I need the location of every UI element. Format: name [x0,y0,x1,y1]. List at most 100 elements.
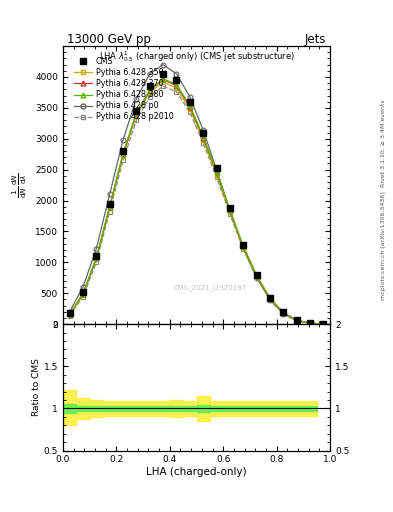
Pythia 6.428 p0 [268,297,272,303]
Line: Pythia 6.428 p0: Pythia 6.428 p0 [67,62,326,327]
Pythia 6.428 p2010 [201,140,206,146]
Text: Rivet 3.1.10, ≥ 3.4M events: Rivet 3.1.10, ≥ 3.4M events [381,99,386,187]
Line: Pythia 6.428 p2010: Pythia 6.428 p2010 [67,84,326,327]
Pythia 6.428 350 [214,172,219,178]
Pythia 6.428 380 [294,317,299,323]
CMS [94,253,99,259]
Pythia 6.428 p0 [147,71,152,77]
CMS [268,294,272,301]
Pythia 6.428 p2010 [147,94,152,100]
Pythia 6.428 370 [321,321,326,327]
Pythia 6.428 350 [187,106,192,112]
Pythia 6.428 370 [134,111,139,117]
Pythia 6.428 370 [268,295,272,301]
Pythia 6.428 380 [134,110,139,116]
CMS [281,309,286,315]
Pythia 6.428 350 [281,310,286,316]
Pythia 6.428 380 [201,133,206,139]
CMS [214,165,219,172]
Pythia 6.428 p2010 [254,274,259,280]
Pythia 6.428 380 [147,87,152,93]
Pythia 6.428 370 [214,169,219,175]
Pythia 6.428 370 [147,88,152,94]
Pythia 6.428 370 [228,207,232,214]
Pythia 6.428 350 [321,321,326,327]
Pythia 6.428 p0 [254,275,259,281]
Pythia 6.428 p0 [201,127,206,133]
Line: Pythia 6.428 380: Pythia 6.428 380 [67,76,326,327]
Pythia 6.428 p2010 [107,208,112,215]
Pythia 6.428 p2010 [321,321,326,327]
Pythia 6.428 380 [187,102,192,109]
Pythia 6.428 p2010 [241,246,246,252]
CMS [241,242,246,248]
CMS [161,71,165,77]
Pythia 6.428 p2010 [294,317,299,324]
Pythia 6.428 p2010 [134,117,139,123]
Pythia 6.428 380 [254,272,259,279]
Pythia 6.428 380 [241,243,246,249]
Pythia 6.428 350 [254,273,259,280]
Pythia 6.428 350 [308,320,312,326]
Pythia 6.428 p2010 [94,259,99,265]
Pythia 6.428 350 [134,112,139,118]
Pythia 6.428 350 [174,85,179,91]
Pythia 6.428 370 [161,76,165,82]
Line: CMS: CMS [67,71,326,327]
Line: Pythia 6.428 370: Pythia 6.428 370 [67,77,326,327]
Pythia 6.428 380 [268,295,272,301]
Pythia 6.428 350 [241,244,246,250]
Pythia 6.428 p0 [228,207,232,214]
Pythia 6.428 p0 [308,320,312,326]
Pythia 6.428 350 [94,256,99,262]
Pythia 6.428 370 [254,273,259,279]
Pythia 6.428 380 [321,321,326,327]
Pythia 6.428 p0 [241,245,246,251]
Pythia 6.428 350 [294,317,299,324]
Pythia 6.428 380 [281,310,286,316]
Pythia 6.428 350 [81,292,85,298]
Line: Pythia 6.428 350: Pythia 6.428 350 [67,79,326,327]
Text: CMS_2021_I1920187: CMS_2021_I1920187 [173,285,246,291]
Pythia 6.428 380 [94,255,99,261]
CMS [254,272,259,278]
CMS [107,201,112,207]
CMS [121,148,125,154]
Pythia 6.428 380 [174,81,179,88]
Pythia 6.428 380 [214,168,219,175]
Pythia 6.428 370 [308,320,312,326]
Legend: CMS, Pythia 6.428 350, Pythia 6.428 370, Pythia 6.428 380, Pythia 6.428 p0, Pyth: CMS, Pythia 6.428 350, Pythia 6.428 370,… [72,56,175,123]
X-axis label: LHA (charged-only): LHA (charged-only) [146,467,247,477]
Pythia 6.428 p2010 [121,157,125,163]
Pythia 6.428 350 [147,90,152,96]
Pythia 6.428 370 [94,255,99,261]
Pythia 6.428 380 [67,311,72,317]
Y-axis label: Ratio to CMS: Ratio to CMS [32,358,41,416]
Pythia 6.428 350 [161,79,165,85]
Pythia 6.428 p2010 [281,310,286,316]
CMS [187,99,192,105]
Pythia 6.428 370 [241,243,246,249]
Pythia 6.428 p2010 [187,109,192,115]
Pythia 6.428 350 [121,153,125,159]
Pythia 6.428 350 [201,137,206,143]
CMS [147,83,152,89]
Pythia 6.428 p0 [174,71,179,77]
Pythia 6.428 p0 [161,61,165,68]
CMS [294,317,299,323]
Pythia 6.428 370 [174,82,179,89]
Pythia 6.428 p0 [94,246,99,252]
Pythia 6.428 350 [67,312,72,318]
Pythia 6.428 370 [281,310,286,316]
Pythia 6.428 380 [308,320,312,326]
Pythia 6.428 380 [161,76,165,82]
CMS [228,205,232,211]
Pythia 6.428 350 [107,205,112,211]
Pythia 6.428 p0 [67,309,72,315]
Pythia 6.428 370 [294,317,299,324]
Pythia 6.428 380 [107,203,112,209]
Pythia 6.428 370 [121,151,125,157]
Pythia 6.428 p2010 [161,83,165,89]
CMS [81,289,85,295]
Pythia 6.428 p2010 [214,174,219,180]
